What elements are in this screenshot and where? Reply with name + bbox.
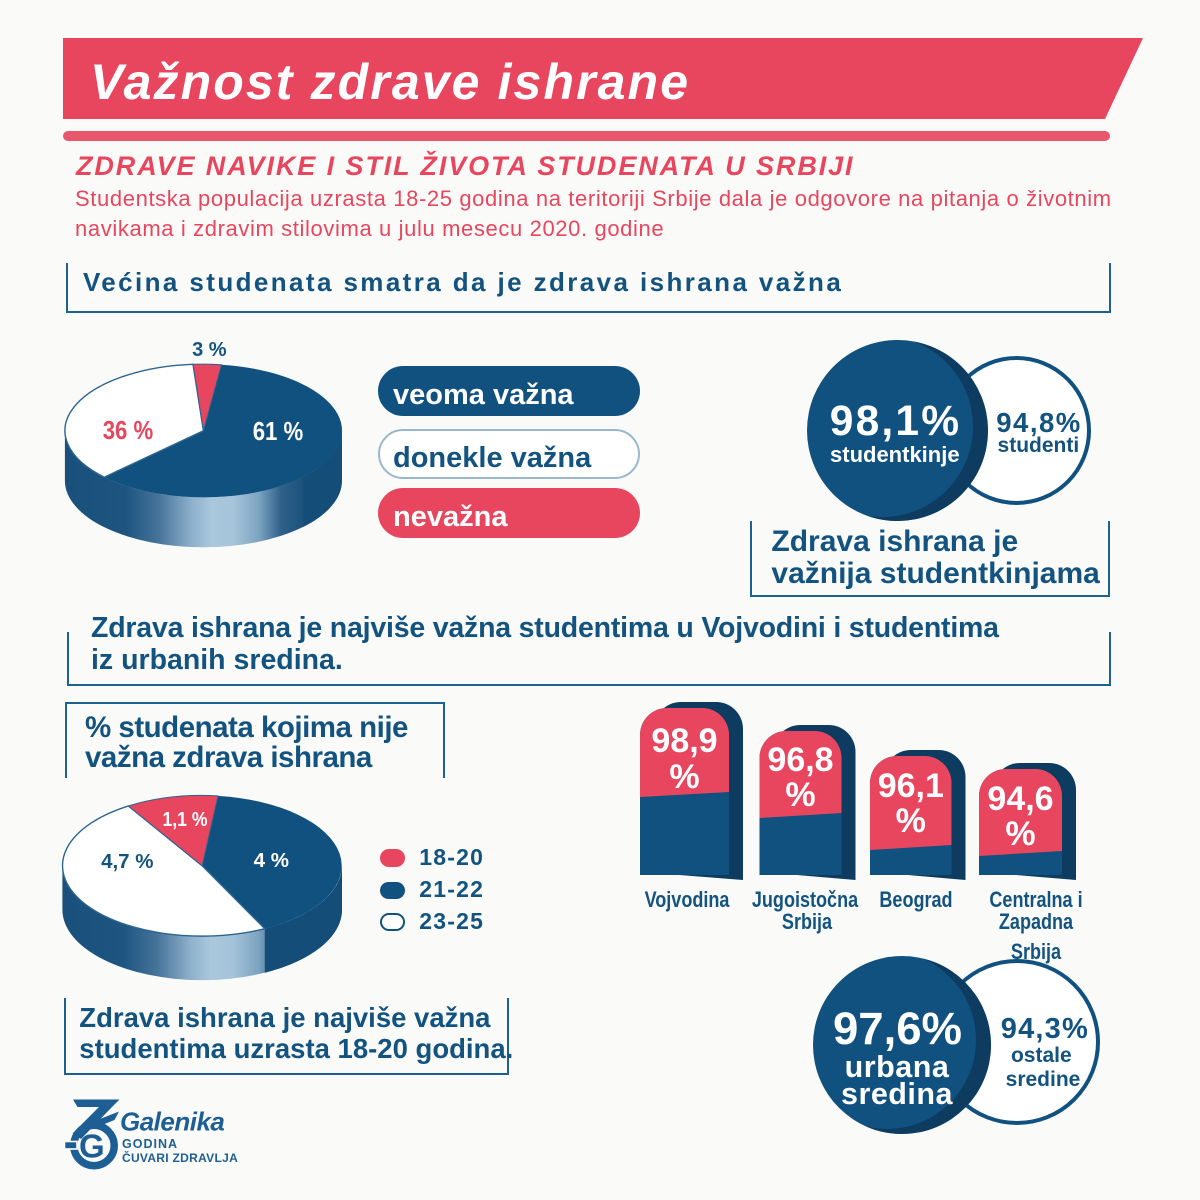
svg-text:G: G	[79, 1128, 105, 1165]
svg-text:Galenika: Galenika	[120, 1107, 224, 1137]
svg-text:ČUVARI ZDRAVLJA: ČUVARI ZDRAVLJA	[122, 1150, 238, 1165]
svg-text:GODINA: GODINA	[122, 1137, 178, 1151]
